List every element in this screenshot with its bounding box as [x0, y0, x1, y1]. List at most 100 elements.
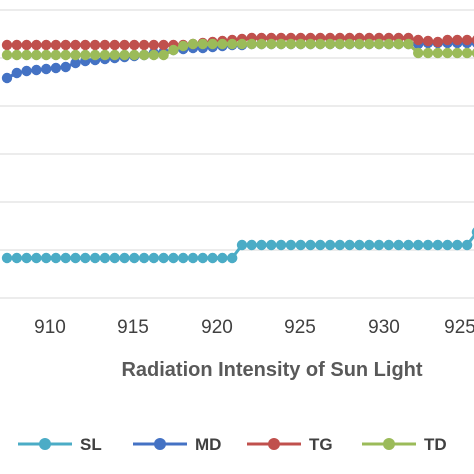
- data-point-td: [256, 38, 267, 50]
- data-point-md: [70, 57, 81, 69]
- data-point-tg: [452, 34, 463, 46]
- data-point-td: [227, 38, 238, 50]
- data-point-sl: [403, 239, 414, 251]
- data-point-td: [246, 38, 257, 50]
- x-axis-title: Radiation Intensity of Sun Light: [121, 359, 422, 381]
- data-point-td: [99, 49, 111, 61]
- data-point-tg: [60, 39, 71, 51]
- data-point-td: [334, 38, 346, 50]
- data-point-sl: [383, 239, 394, 251]
- data-point-sl: [364, 239, 375, 251]
- data-point-sl: [158, 252, 169, 264]
- data-point-tg: [31, 39, 42, 51]
- data-point-td: [344, 38, 355, 50]
- data-point-sl: [138, 252, 150, 264]
- data-point-tg: [11, 39, 22, 51]
- series-sl: [1, 227, 474, 264]
- data-point-sl: [21, 252, 32, 264]
- data-point-td: [373, 38, 385, 50]
- data-point-td: [178, 40, 189, 52]
- data-point-sl: [393, 239, 404, 251]
- data-point-sl: [344, 239, 355, 251]
- series-layer: [1, 32, 474, 264]
- data-point-td: [21, 49, 32, 61]
- data-point-td: [393, 38, 404, 50]
- data-point-tg: [129, 39, 140, 51]
- data-point-td: [70, 49, 81, 61]
- legend-marker: [39, 438, 51, 450]
- data-point-sl: [207, 252, 218, 264]
- data-point-tg: [89, 39, 101, 51]
- data-point-td: [383, 38, 394, 50]
- data-point-md: [50, 62, 62, 74]
- data-point-td: [461, 47, 473, 59]
- data-point-td: [364, 38, 375, 50]
- data-point-td: [197, 38, 208, 50]
- data-point-td: [158, 49, 169, 61]
- data-point-td: [11, 49, 22, 61]
- data-point-sl: [461, 239, 473, 251]
- x-tick-label: 910: [34, 317, 66, 338]
- data-point-sl: [89, 252, 101, 264]
- data-point-sl: [334, 239, 346, 251]
- data-point-td: [50, 49, 62, 61]
- data-point-sl: [168, 252, 179, 264]
- legend-label: SL: [80, 435, 102, 454]
- data-point-sl: [41, 252, 52, 264]
- data-point-td: [324, 38, 336, 50]
- data-point-sl: [99, 252, 111, 264]
- data-point-md: [60, 61, 71, 73]
- x-tick-label: 925: [284, 317, 316, 338]
- data-point-td: [295, 38, 306, 50]
- data-point-td: [403, 38, 414, 50]
- data-point-sl: [432, 239, 443, 251]
- legend-marker: [268, 438, 280, 450]
- data-point-td: [422, 47, 434, 59]
- data-point-td: [236, 38, 248, 50]
- legend-marker: [154, 438, 166, 450]
- legend-label: TD: [424, 435, 447, 454]
- data-point-sl: [422, 239, 434, 251]
- data-point-md: [21, 65, 32, 77]
- data-point-tg: [109, 39, 120, 51]
- x-tick-label: 920: [201, 317, 233, 338]
- data-point-td: [168, 44, 179, 56]
- data-point-sl: [295, 239, 306, 251]
- data-point-td: [275, 38, 287, 50]
- legend-marker: [383, 438, 395, 450]
- data-point-td: [129, 49, 140, 61]
- data-point-td: [31, 49, 42, 61]
- legend-item-td: TD: [362, 435, 447, 454]
- data-point-sl: [109, 252, 120, 264]
- data-point-td: [266, 38, 277, 50]
- data-point-sl: [442, 239, 453, 251]
- data-point-sl: [227, 252, 238, 264]
- x-tick-label: 930: [368, 317, 400, 338]
- data-point-tg: [442, 34, 453, 46]
- data-point-tg: [99, 39, 111, 51]
- data-point-sl: [50, 252, 62, 264]
- data-point-sl: [373, 239, 385, 251]
- data-point-tg: [119, 39, 130, 51]
- data-point-td: [89, 49, 101, 61]
- data-point-tg: [21, 39, 32, 51]
- data-point-md: [31, 64, 42, 76]
- data-point-sl: [452, 239, 463, 251]
- data-point-tg: [138, 39, 150, 51]
- data-point-sl: [305, 239, 316, 251]
- data-point-md: [11, 67, 22, 79]
- data-point-sl: [60, 252, 71, 264]
- data-point-tg: [461, 34, 473, 46]
- data-point-tg: [422, 35, 434, 47]
- data-point-tg: [50, 39, 62, 51]
- data-point-sl: [129, 252, 140, 264]
- data-point-td: [187, 38, 199, 50]
- data-point-sl: [256, 239, 267, 251]
- data-point-td: [1, 49, 13, 61]
- data-point-sl: [275, 239, 287, 251]
- data-point-tg: [471, 35, 474, 45]
- data-point-td: [109, 49, 120, 61]
- legend-item-tg: TG: [247, 435, 333, 454]
- data-point-sl: [471, 227, 474, 237]
